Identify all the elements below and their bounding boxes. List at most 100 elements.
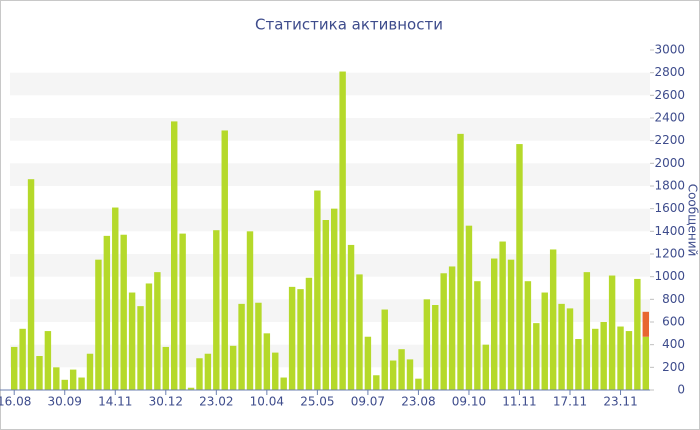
bar (154, 272, 161, 390)
bar (128, 292, 136, 390)
bar (145, 283, 153, 390)
bar (440, 273, 447, 390)
bar (634, 278, 641, 390)
y-tick-label: 200 (662, 360, 685, 374)
bar (474, 281, 481, 390)
bar (347, 244, 355, 390)
bar (642, 311, 649, 337)
bar (457, 133, 464, 390)
bar (255, 302, 262, 390)
y-axis-title: Сообщений (686, 184, 700, 257)
bar (482, 344, 489, 390)
x-tick-label: 09.07 (351, 395, 385, 409)
bar (541, 292, 548, 390)
y-tick-label: 600 (662, 315, 685, 329)
x-tick-label: 16.08 (0, 395, 31, 409)
grid-band (10, 208, 650, 232)
bar (331, 208, 338, 390)
bar (288, 286, 296, 390)
x-tick-label: 17.11 (553, 395, 587, 409)
bar (491, 258, 498, 390)
x-tick-label: 10.04 (250, 395, 284, 409)
bar (11, 346, 18, 390)
bar (95, 259, 102, 390)
x-tick-label: 23.11 (603, 395, 637, 409)
bar (196, 358, 203, 390)
bar (36, 356, 43, 390)
bar (238, 303, 245, 390)
y-tick-label: 2800 (654, 65, 685, 79)
bar (204, 353, 212, 390)
y-tick-label: 2400 (654, 111, 685, 125)
bar (137, 306, 144, 390)
bar (305, 277, 313, 390)
y-tick-label: 400 (662, 337, 685, 351)
bar (162, 346, 169, 390)
bar (642, 336, 649, 390)
grid-band (10, 118, 650, 141)
bar (389, 360, 397, 390)
bar (314, 190, 321, 390)
bar (187, 387, 195, 390)
y-tick-label: 0 (677, 383, 685, 397)
bar (549, 249, 557, 390)
bar (27, 179, 35, 390)
bar (297, 289, 304, 390)
bar (19, 328, 26, 390)
bar (103, 235, 111, 390)
grid-band (10, 72, 650, 96)
bar (364, 336, 372, 390)
bar (398, 349, 405, 390)
y-tick-label: 1000 (654, 269, 685, 283)
bar (280, 377, 287, 390)
bar (583, 272, 591, 390)
bar (78, 377, 85, 390)
bar (246, 231, 254, 390)
y-tick-label: 1400 (654, 224, 685, 238)
bar (179, 233, 186, 390)
grid-band (10, 299, 650, 322)
bar (69, 369, 77, 390)
bar (229, 345, 237, 390)
y-tick-label: 2000 (654, 156, 685, 170)
y-tick-label: 800 (662, 292, 685, 306)
bar (61, 379, 68, 390)
bar (600, 322, 607, 390)
y-tick-label: 2200 (654, 133, 685, 147)
bar (499, 241, 506, 390)
bar (617, 326, 624, 390)
chart-title: Статистика активности (255, 16, 443, 34)
bar (356, 274, 363, 390)
y-tick-label: 1600 (654, 201, 685, 215)
grid-band (10, 163, 650, 186)
x-tick-label: 30.09 (48, 395, 82, 409)
y-tick-label: 3000 (654, 43, 685, 57)
bar (322, 220, 329, 390)
bar (221, 130, 228, 390)
x-tick-label: 09.10 (452, 395, 486, 409)
bar (423, 299, 431, 390)
bar (465, 225, 473, 390)
bar (448, 266, 456, 390)
bar (272, 352, 279, 390)
bar (373, 375, 380, 390)
bar (213, 230, 220, 390)
y-tick-label: 1800 (654, 179, 685, 193)
bar (507, 259, 515, 390)
bar (592, 328, 599, 390)
bar (381, 309, 388, 390)
x-tick-label: 23.02 (199, 395, 233, 409)
bar (533, 323, 540, 390)
y-tick-label: 2600 (654, 88, 685, 102)
bar (625, 331, 633, 390)
y-tick-label: 1200 (654, 247, 685, 261)
bar (263, 333, 271, 390)
bar (516, 144, 523, 390)
bar (44, 331, 52, 390)
bar (432, 305, 439, 390)
x-tick-label: 25.05 (300, 395, 334, 409)
grid-band (10, 344, 650, 368)
x-tick-label: 14.11 (98, 395, 132, 409)
bar (171, 121, 178, 391)
